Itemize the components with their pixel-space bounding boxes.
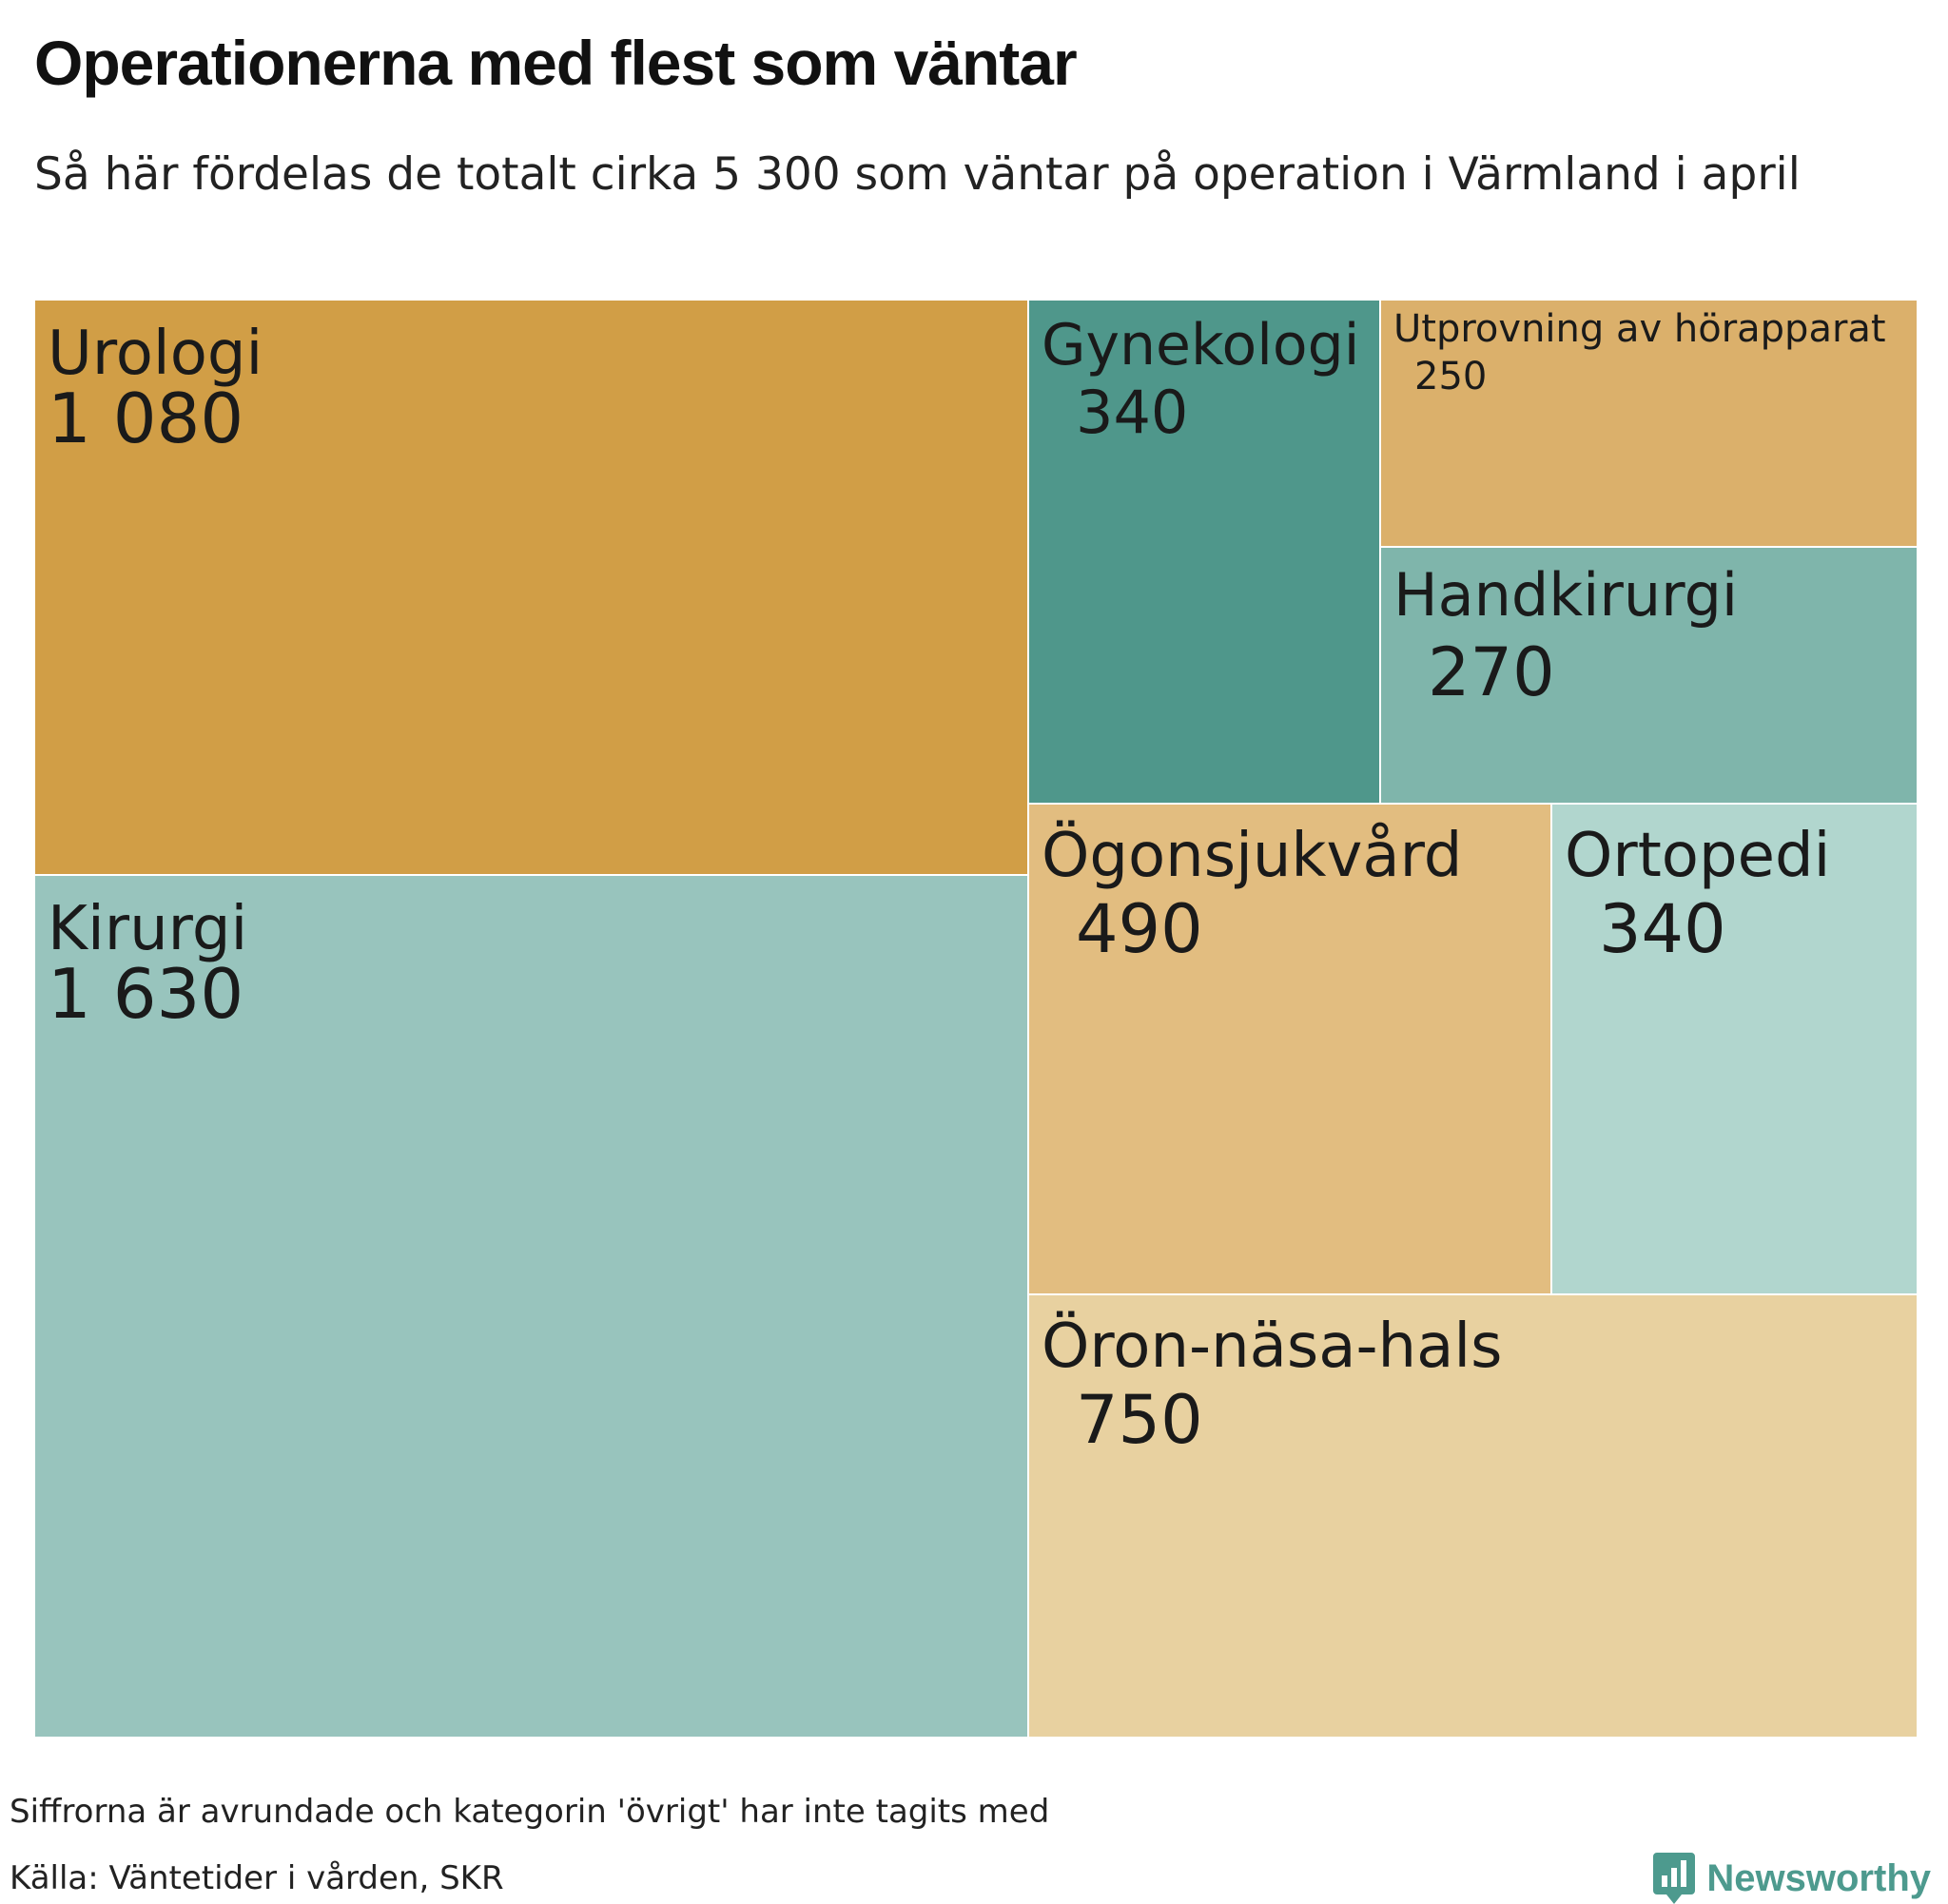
tile-value-kirurgi: 1 630 bbox=[48, 954, 244, 1034]
tile-utprovning-av-horapparat bbox=[1379, 300, 1918, 548]
tile-value-handkirurgi: 270 bbox=[1428, 633, 1555, 711]
tile-label-kirurgi: Kirurgi bbox=[48, 894, 247, 964]
tile-value-oron-nasa-hals: 750 bbox=[1076, 1381, 1203, 1459]
tile-value-ortopedi: 340 bbox=[1599, 890, 1726, 968]
chart-subtitle: Så här fördelas de totalt cirka 5 300 so… bbox=[34, 148, 1801, 201]
tile-value-utprovning-av-horapparat: 250 bbox=[1414, 355, 1487, 398]
tile-gynekologi bbox=[1027, 300, 1381, 805]
newsworthy-logo: Newsworthy bbox=[1653, 1853, 1931, 1904]
tile-label-ortopedi: Ortopedi bbox=[1565, 821, 1830, 891]
tile-ortopedi bbox=[1550, 803, 1918, 1295]
newsworthy-logo-icon bbox=[1653, 1853, 1696, 1904]
footnote: Siffrorna är avrundade och kategorin 'öv… bbox=[10, 1793, 1050, 1831]
brand-name: Newsworthy bbox=[1706, 1856, 1931, 1899]
tile-label-urologi: Urologi bbox=[48, 319, 263, 389]
tile-handkirurgi bbox=[1379, 546, 1918, 805]
tile-urologi bbox=[34, 300, 1029, 876]
tile-value-gynekologi: 340 bbox=[1076, 378, 1188, 447]
source-note: Källa: Väntetider i vården, SKR bbox=[10, 1859, 504, 1897]
tile-value-ogonsjukvard: 490 bbox=[1076, 890, 1203, 968]
tile-kirurgi bbox=[34, 874, 1029, 1738]
tile-label-gynekologi: Gynekologi bbox=[1042, 312, 1359, 379]
tile-label-ogonsjukvard: Ögonsjukvård bbox=[1042, 820, 1462, 891]
chart-title: Operationerna med flest som väntar bbox=[34, 28, 1078, 98]
tile-label-oron-nasa-hals: Öron-näsa-hals bbox=[1042, 1311, 1502, 1382]
tile-label-utprovning-av-horapparat: Utprovning av hörapparat bbox=[1393, 307, 1886, 351]
tile-value-urologi: 1 080 bbox=[48, 379, 244, 458]
tile-ogonsjukvard bbox=[1027, 803, 1552, 1295]
tile-label-handkirurgi: Handkirurgi bbox=[1393, 560, 1738, 630]
tile-oron-nasa-hals bbox=[1027, 1293, 1918, 1738]
